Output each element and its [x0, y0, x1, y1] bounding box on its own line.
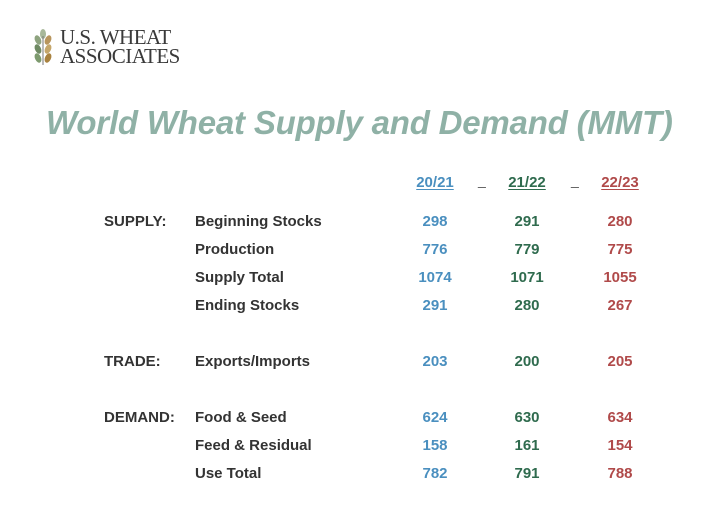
logo-wordmark: U.S. WHEAT ASSOCIATES	[60, 25, 180, 68]
value-cell: 298	[422, 213, 448, 230]
table-row: SUPPLY: Beginning Stocks 298 291 280	[0, 213, 710, 233]
value-cell: 291	[422, 297, 448, 314]
value-cell: 782	[422, 465, 448, 482]
value-cell: 205	[607, 353, 633, 370]
value-cell: 775	[607, 241, 633, 258]
row-label: Food & Seed	[195, 409, 287, 426]
value-cell: 788	[607, 465, 633, 482]
value-cell: 154	[607, 437, 633, 454]
value-cell: 158	[422, 437, 448, 454]
value-cell: 203	[422, 353, 448, 370]
section-label: SUPPLY:	[104, 213, 167, 230]
value-cell: 280	[607, 213, 633, 230]
row-label: Feed & Residual	[195, 437, 312, 454]
logo: U.S. WHEAT ASSOCIATES	[32, 25, 180, 68]
value-cell: 779	[514, 241, 540, 258]
row-label: Supply Total	[195, 269, 284, 286]
value-cell: 267	[607, 297, 633, 314]
value-cell: 1071	[510, 269, 544, 286]
table-row: TRADE: Exports/Imports 203 200 205	[0, 353, 710, 373]
value-cell: 161	[514, 437, 540, 454]
column-separator: _	[478, 172, 486, 188]
value-cell: 1055	[603, 269, 637, 286]
page-title: World Wheat Supply and Demand (MMT)	[46, 104, 673, 141]
wheat-logo-icon	[34, 29, 52, 65]
value-cell: 791	[514, 465, 540, 482]
value-cell: 634	[607, 409, 633, 426]
value-cell: 291	[514, 213, 540, 230]
row-label: Ending Stocks	[195, 297, 300, 314]
value-cell: 776	[422, 241, 448, 258]
table-row: Production 776 779 775	[0, 241, 710, 261]
value-cell: 630	[514, 409, 540, 426]
column-header-2122: 21/22	[508, 174, 546, 191]
column-header-2223: 22/23	[601, 174, 639, 191]
row-label: Beginning Stocks	[195, 213, 322, 230]
row-label: Exports/Imports	[195, 353, 311, 370]
section-label: DEMAND:	[104, 409, 175, 426]
table-row: Use Total 782 791 788	[0, 465, 710, 485]
table-row: Ending Stocks 291 280 267	[0, 297, 710, 317]
table-row: DEMAND: Food & Seed 624 630 634	[0, 409, 710, 429]
logo-line-2: ASSOCIATES	[60, 44, 180, 68]
value-cell: 280	[514, 297, 540, 314]
value-cell: 1074	[418, 269, 452, 286]
table-row: Feed & Residual 158 161 154	[0, 437, 710, 457]
value-cell: 200	[514, 353, 540, 370]
column-header-2021: 20/21	[416, 174, 454, 191]
row-label: Use Total	[195, 465, 262, 482]
column-separator: _	[571, 172, 579, 188]
row-label: Production	[195, 241, 275, 258]
table-row: Supply Total 1074 1071 1055	[0, 269, 710, 289]
value-cell: 624	[422, 409, 448, 426]
logo-line-1: U.S. WHEAT	[60, 25, 171, 49]
section-label: TRADE:	[104, 353, 161, 370]
